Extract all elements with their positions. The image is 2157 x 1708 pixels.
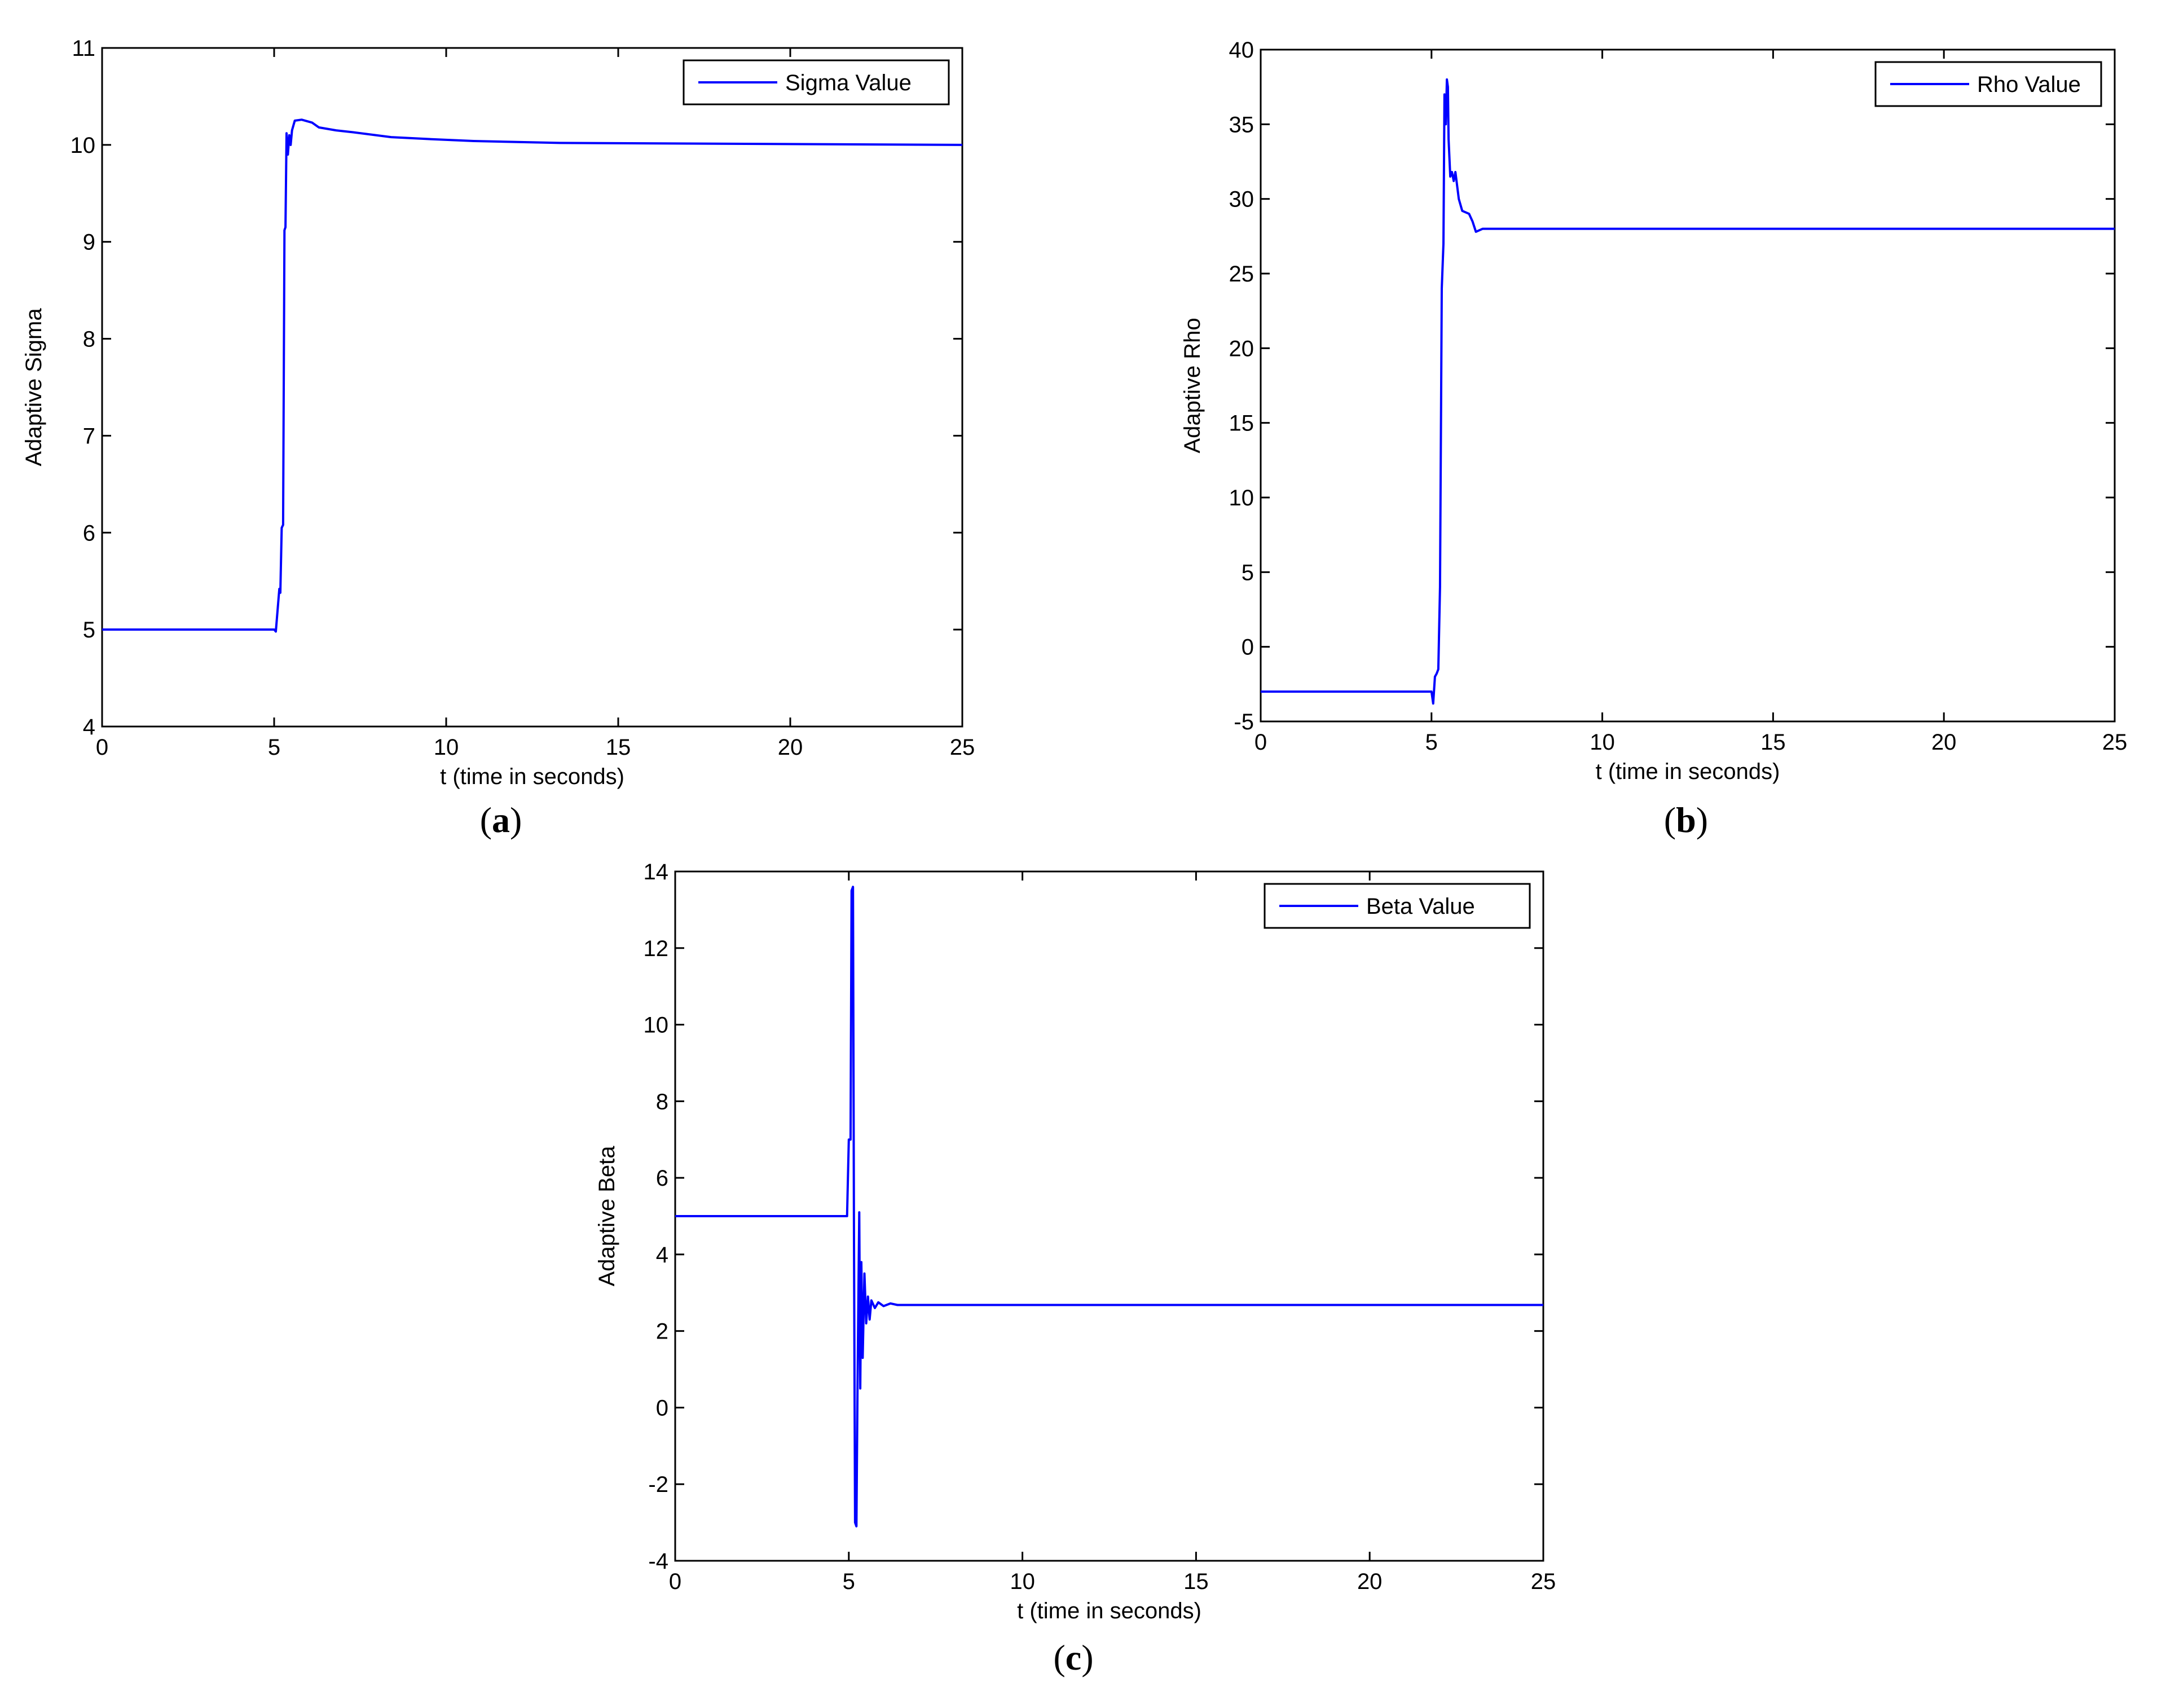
y-tick-label: 30 bbox=[1229, 187, 1254, 212]
x-tick-label: 10 bbox=[1590, 730, 1615, 755]
y-tick-label: -2 bbox=[648, 1472, 668, 1497]
chart-panel-a: 0 5 10 15 20 25 4 5 6 7 8 9 10 11 t (time in seconds) A… bbox=[21, 36, 975, 840]
legend-label: Rho Value bbox=[1977, 72, 2081, 97]
legend: Rho Value bbox=[1874, 61, 2102, 107]
x-tick-label: 10 bbox=[1010, 1569, 1035, 1594]
x-tick-label: 25 bbox=[950, 735, 975, 760]
x-tick-label: 15 bbox=[1760, 730, 1786, 755]
x-tick-label: 25 bbox=[1531, 1569, 1556, 1594]
y-tick-label: 10 bbox=[644, 1013, 669, 1038]
x-tick-label: 5 bbox=[268, 735, 280, 760]
x-tick-label: 15 bbox=[1183, 1569, 1209, 1594]
x-tick-label: 20 bbox=[1357, 1569, 1383, 1594]
x-tick-label: 20 bbox=[778, 735, 803, 760]
chart-panel-c: 0 5 10 15 20 25 -4 -2 0 2 4 6 8 10 12 14 t (time in seco… bbox=[595, 860, 1556, 1678]
y-tick-label: -4 bbox=[648, 1549, 668, 1574]
panel-label: (c) bbox=[1053, 1637, 1093, 1678]
y-tick-label: 8 bbox=[656, 1089, 668, 1114]
y-tick-label: 35 bbox=[1229, 112, 1254, 137]
legend: Beta Value bbox=[1264, 883, 1531, 929]
y-tick-label: 8 bbox=[83, 327, 95, 352]
x-axis-label: t (time in seconds) bbox=[1596, 759, 1780, 784]
legend-label: Beta Value bbox=[1366, 894, 1475, 919]
y-axis-label: Adaptive Rho bbox=[1180, 318, 1205, 453]
y-tick-label: 4 bbox=[656, 1243, 668, 1267]
x-axis-label: t (time in seconds) bbox=[1017, 1599, 1201, 1623]
y-tick-label: 15 bbox=[1229, 411, 1254, 436]
x-tick-label: 5 bbox=[1425, 730, 1438, 755]
x-tick-label: 0 bbox=[669, 1569, 681, 1594]
x-tick-label: 15 bbox=[606, 735, 631, 760]
y-tick-label: 0 bbox=[656, 1396, 668, 1420]
x-tick-label: 20 bbox=[1931, 730, 1957, 755]
plot-frame bbox=[1260, 49, 2116, 723]
y-tick-label: 40 bbox=[1229, 38, 1254, 63]
y-tick-label: 6 bbox=[656, 1166, 668, 1191]
panel-label: (a) bbox=[480, 800, 522, 840]
y-tick-label: 6 bbox=[83, 521, 95, 545]
y-tick-label: 5 bbox=[83, 618, 95, 642]
x-tick-label: 0 bbox=[1254, 730, 1267, 755]
y-axis-label: Adaptive Beta bbox=[595, 1146, 619, 1287]
series-line-sigma-value bbox=[102, 118, 963, 633]
y-tick-label: -5 bbox=[1234, 710, 1254, 734]
series-line-beta-value bbox=[675, 886, 1543, 1527]
y-tick-label: 10 bbox=[1229, 486, 1254, 510]
y-tick-label: 7 bbox=[83, 424, 95, 448]
y-tick-label: 9 bbox=[83, 230, 95, 255]
x-axis-label: t (time in seconds) bbox=[440, 764, 624, 789]
x-tick-label: 5 bbox=[843, 1569, 855, 1594]
y-tick-label: 14 bbox=[644, 860, 669, 884]
x-tick-label: 10 bbox=[434, 735, 459, 760]
x-tick-label: 25 bbox=[2102, 730, 2128, 755]
y-tick-label: 11 bbox=[72, 36, 95, 61]
y-tick-label: 4 bbox=[83, 715, 95, 739]
y-tick-label: 0 bbox=[1242, 635, 1254, 660]
y-tick-label: 20 bbox=[1229, 336, 1254, 361]
plot-frame bbox=[101, 47, 963, 728]
x-tick-label: 0 bbox=[96, 735, 108, 760]
y-tick-label: 12 bbox=[644, 936, 669, 961]
legend-label: Sigma Value bbox=[785, 71, 912, 95]
series-line-rho-value bbox=[1261, 78, 2115, 705]
y-tick-label: 10 bbox=[71, 133, 96, 158]
y-axis-label: Adaptive Sigma bbox=[21, 308, 46, 466]
panel-label: (b) bbox=[1664, 800, 1708, 840]
y-tick-label: 5 bbox=[1242, 560, 1254, 585]
legend: Sigma Value bbox=[683, 59, 950, 105]
y-tick-label: 25 bbox=[1229, 262, 1254, 287]
y-tick-label: 2 bbox=[656, 1319, 668, 1344]
